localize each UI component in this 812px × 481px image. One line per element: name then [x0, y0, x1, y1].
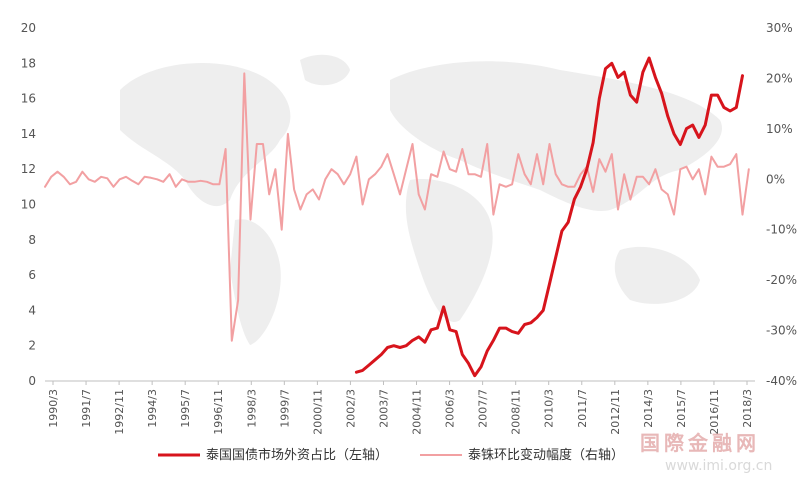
x-tick-label: 2018/3	[741, 389, 754, 428]
y-left-tick-label: 2	[28, 339, 36, 353]
x-tick-label: 1992/11	[113, 389, 126, 435]
legend: 泰国国债市场外资占比（左轴） 泰铢环比变动幅度（右轴）	[158, 447, 624, 463]
x-tick-label: 1995/7	[179, 389, 192, 428]
legend-label: 泰国国债市场外资占比（左轴）	[206, 447, 388, 463]
y-left-tick-label: 4	[28, 303, 36, 317]
y-right-tick-label: 10%	[766, 122, 793, 136]
x-tick-label: 2004/11	[411, 389, 424, 435]
x-tick-label: 2015/7	[675, 389, 688, 428]
x-tick-label: 2016/11	[708, 389, 721, 435]
x-tick-label: 1994/3	[146, 389, 159, 428]
y-left-tick-label: 12	[21, 162, 36, 176]
watermark-logo-text: 国際金融网	[640, 431, 760, 455]
y-right-tick-label: -30%	[766, 324, 797, 338]
x-tick-label: 2008/11	[510, 389, 523, 435]
x-tick-label: 2000/11	[311, 389, 324, 435]
series-layer	[44, 56, 750, 378]
y-left-tick-label: 0	[28, 374, 36, 388]
x-tick-label: 2011/7	[576, 389, 589, 428]
y-right-tick-label: -40%	[766, 374, 797, 388]
y-left-tick-label: 10	[21, 198, 36, 212]
y-left-tick-label: 20	[21, 21, 36, 35]
x-tick-label: 1996/11	[212, 389, 225, 435]
y-left-tick-label: 16	[21, 92, 36, 106]
x-tick-label: 2012/11	[609, 389, 622, 435]
y-left-tick-label: 14	[21, 127, 36, 141]
x-tick-label: 2010/3	[543, 389, 556, 428]
x-tick-label: 1998/3	[245, 389, 258, 428]
watermark-url: www.imi.org.cn	[665, 458, 772, 474]
y-left-tick-label: 6	[28, 268, 36, 282]
x-tick-label: 1991/7	[80, 389, 93, 428]
x-tick-label: 2002/3	[344, 389, 357, 428]
x-tick-label: 2003/7	[377, 389, 390, 428]
x-tick-label: 2006/3	[444, 389, 457, 428]
y-right-tick-label: -10%	[766, 223, 797, 237]
legend-label: 泰铢环比变动幅度（右轴）	[468, 447, 624, 463]
y-left-tick-label: 18	[21, 56, 36, 70]
y-left-tick-label: 8	[28, 233, 36, 247]
x-tick-label: 1999/7	[278, 389, 291, 428]
series-line-baht-change	[44, 72, 750, 342]
y-right-tick-label: -20%	[766, 273, 797, 287]
y-right-tick-label: 0%	[766, 172, 785, 186]
x-tick-label: 1990/3	[47, 389, 60, 428]
axes: 0 2 4 6 8 10 12 14 16 18 20 -40% -30% -20% -10% 0% 10% 20…	[21, 21, 797, 435]
series-line-foreign-holding	[354, 56, 744, 378]
y-right-tick-label: 30%	[766, 21, 793, 35]
x-tick-label: 2014/3	[642, 389, 655, 428]
watermark: 国際金融网 www.imi.org.cn	[640, 431, 772, 474]
x-tick-label: 2007/7	[477, 389, 490, 428]
y-right-tick-label: 20%	[766, 71, 793, 85]
